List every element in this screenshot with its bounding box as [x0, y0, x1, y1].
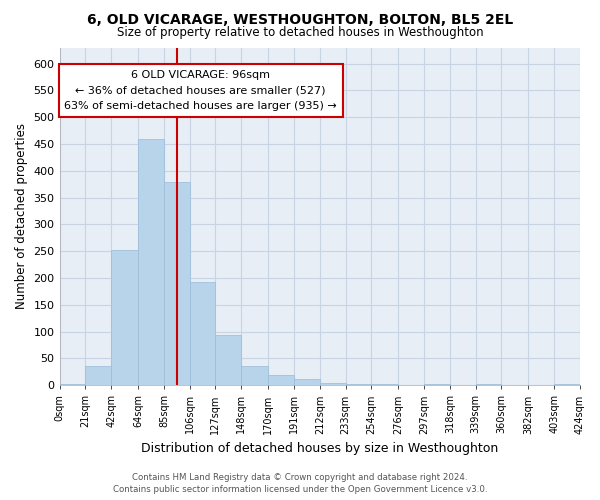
Text: 6 OLD VICARAGE: 96sqm
← 36% of detached houses are smaller (527)
63% of semi-det: 6 OLD VICARAGE: 96sqm ← 36% of detached … — [64, 70, 337, 111]
Bar — [320, 382, 346, 386]
X-axis label: Distribution of detached houses by size in Westhoughton: Distribution of detached houses by size … — [141, 442, 499, 455]
Bar — [59, 384, 85, 386]
Bar — [164, 182, 190, 386]
Bar — [371, 384, 398, 386]
Y-axis label: Number of detached properties: Number of detached properties — [15, 124, 28, 310]
Bar — [241, 366, 268, 386]
Bar — [85, 366, 111, 386]
Text: Size of property relative to detached houses in Westhoughton: Size of property relative to detached ho… — [116, 26, 484, 39]
Bar — [554, 384, 580, 386]
Bar — [346, 384, 371, 386]
Text: Contains HM Land Registry data © Crown copyright and database right 2024.
Contai: Contains HM Land Registry data © Crown c… — [113, 472, 487, 494]
Bar — [476, 384, 502, 386]
Bar — [111, 250, 138, 386]
Text: 6, OLD VICARAGE, WESTHOUGHTON, BOLTON, BL5 2EL: 6, OLD VICARAGE, WESTHOUGHTON, BOLTON, B… — [87, 12, 513, 26]
Bar — [294, 379, 320, 386]
Bar — [268, 374, 294, 386]
Bar — [424, 384, 450, 386]
Bar — [138, 138, 164, 386]
Bar — [190, 282, 215, 386]
Bar — [215, 336, 241, 386]
